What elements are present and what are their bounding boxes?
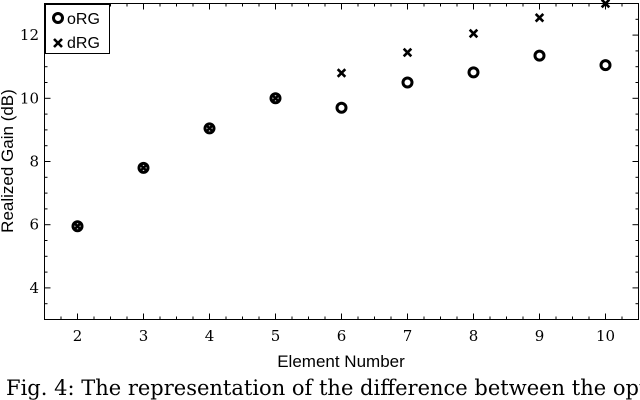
- point-dRG: [270, 93, 281, 104]
- legend-label-orG: oRG: [67, 11, 100, 28]
- point-oRG: [401, 76, 414, 89]
- point-oRG: [533, 49, 546, 62]
- point-dRG: [336, 68, 347, 78]
- point-oRG: [269, 92, 282, 105]
- plot-border: [44, 3, 639, 320]
- legend-label-drG: dRG: [67, 35, 100, 52]
- x-tick-label: 9: [535, 327, 545, 345]
- legend: oRG dRG: [45, 4, 110, 54]
- point-dRG: [72, 221, 83, 231]
- y-axis-label: Realized Gain (dB): [0, 89, 17, 233]
- x-tick-label: 6: [337, 327, 347, 345]
- x-axis-label: Element Number: [277, 352, 405, 371]
- y-tick-label: 12: [20, 26, 39, 44]
- x-tick-label: 10: [596, 327, 615, 345]
- x-tick-label: 2: [73, 327, 83, 345]
- point-dRG: [138, 163, 149, 173]
- x-tick-label: 4: [205, 327, 215, 345]
- legend-marker-drG: [53, 38, 63, 48]
- y-tick-label: 8: [29, 153, 39, 171]
- point-oRG: [335, 101, 348, 114]
- plot-area: [44, 3, 639, 320]
- point-oRG: [203, 122, 216, 135]
- chart: 2 3 4 5 6 7 8 9 10 4 6 8 10 12 Element Number Realiz…: [0, 0, 639, 371]
- point-dRG: [402, 47, 413, 58]
- point-dRG: [468, 28, 479, 39]
- y-tick-label: 6: [29, 216, 39, 234]
- point-dRG: [600, 0, 611, 9]
- point-dRG: [204, 123, 215, 134]
- point-oRG: [137, 161, 150, 174]
- x-tick-label: 8: [469, 327, 479, 345]
- x-tick-label: 5: [271, 327, 281, 345]
- point-oRG: [467, 66, 480, 79]
- point-oRG: [71, 220, 84, 233]
- point-oRG: [599, 59, 612, 72]
- y-axis: 4 6 8 10 12: [20, 3, 639, 320]
- y-tick-label: 4: [29, 279, 39, 297]
- legend-marker-orG: [52, 12, 64, 24]
- x-tick-label: 7: [403, 327, 413, 345]
- point-dRG: [534, 13, 545, 23]
- x-tick-label: 3: [139, 327, 149, 345]
- data-marks: [71, 0, 612, 233]
- x-axis: 2 3 4 5 6 7 8 9 10: [44, 3, 639, 345]
- y-tick-label: 10: [20, 89, 39, 107]
- figure-caption: Fig. 4: The representation of the differ…: [6, 376, 640, 400]
